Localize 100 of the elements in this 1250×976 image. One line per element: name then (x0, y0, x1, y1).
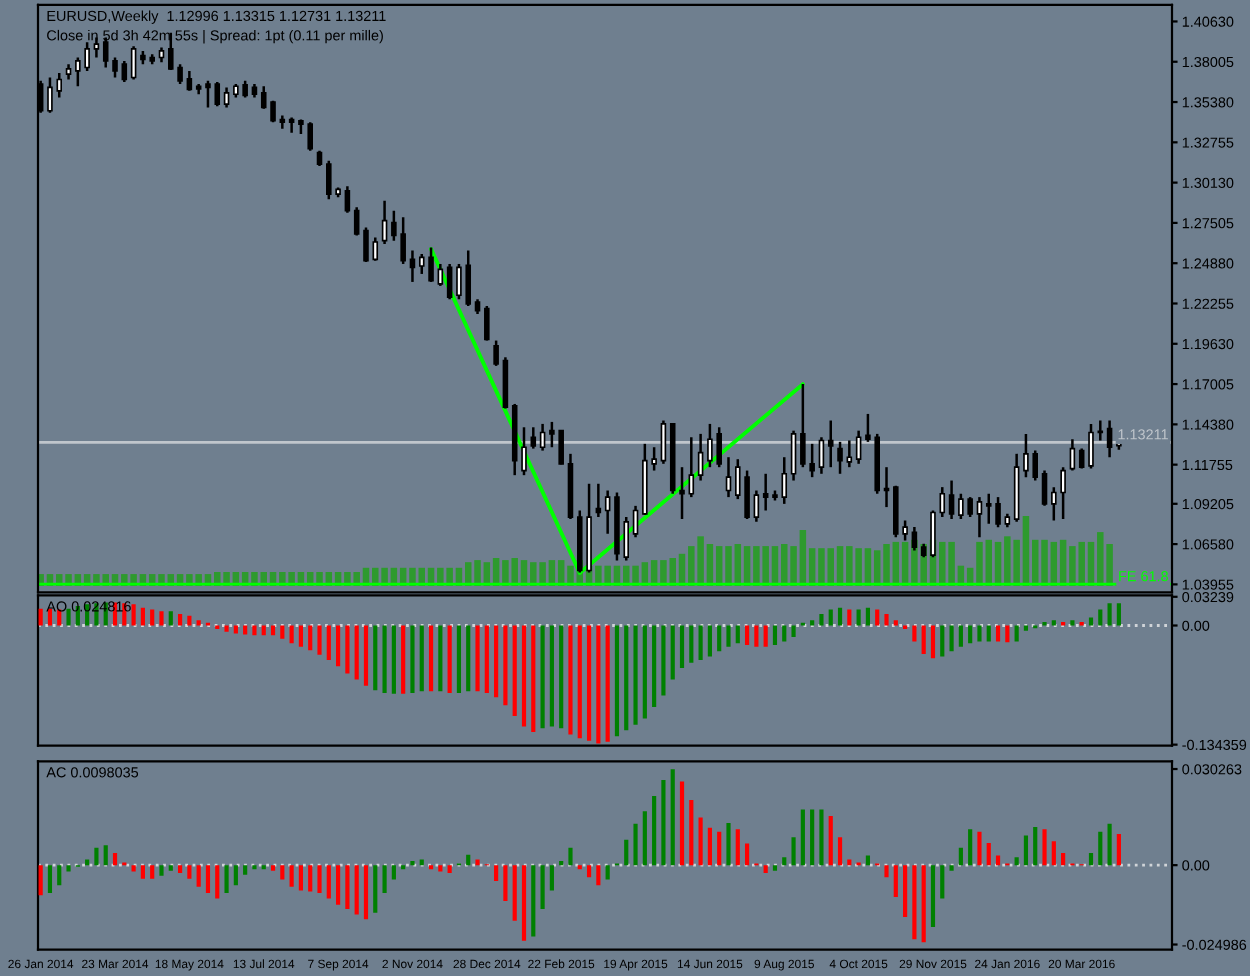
bar (363, 625, 369, 686)
candlestick (493, 339, 499, 368)
bar (577, 625, 582, 739)
bar (140, 865, 145, 879)
bar (744, 625, 750, 646)
bar (336, 865, 341, 905)
bar (270, 865, 276, 871)
bar (800, 809, 805, 866)
bar (66, 608, 71, 626)
bar (131, 865, 136, 872)
bar (717, 831, 722, 866)
bar (940, 625, 945, 657)
bar (949, 865, 954, 871)
bar (1023, 835, 1029, 866)
bar (1088, 617, 1094, 626)
candlestick (660, 419, 667, 466)
bar (633, 625, 638, 725)
bar (624, 625, 629, 731)
bar (772, 625, 778, 646)
bar (605, 625, 610, 742)
candlestick (688, 436, 695, 499)
bar (401, 625, 406, 694)
bar (1107, 823, 1112, 866)
bar (921, 625, 926, 654)
bar (280, 865, 285, 880)
bar (856, 609, 861, 626)
bar (503, 865, 508, 902)
bar (289, 625, 294, 644)
bar (317, 625, 322, 655)
bar (373, 625, 378, 691)
bar (549, 625, 554, 727)
bar (326, 865, 331, 899)
bar (521, 865, 527, 941)
bar (177, 865, 183, 874)
bar (1116, 603, 1121, 626)
bar (921, 865, 926, 943)
bar (456, 625, 462, 693)
candlestick (790, 429, 797, 482)
bar (336, 625, 341, 667)
bar (1033, 827, 1038, 866)
bar (642, 811, 647, 866)
candlestick (502, 356, 509, 410)
bar (1061, 853, 1066, 866)
candlestick (725, 455, 732, 499)
bar (354, 625, 359, 680)
bar (1014, 857, 1019, 866)
bar (586, 625, 592, 741)
bar (159, 611, 164, 626)
bar (298, 625, 304, 647)
bar (698, 625, 703, 661)
bar (958, 625, 963, 647)
candlestick (186, 69, 193, 93)
candlestick (530, 426, 537, 450)
bar (447, 865, 452, 874)
bar (754, 625, 759, 647)
bar (187, 615, 192, 626)
bar (512, 865, 517, 921)
bar (159, 865, 164, 876)
bar (670, 625, 675, 680)
bar (661, 625, 666, 696)
candlestick (1078, 447, 1085, 470)
bar (531, 625, 536, 732)
candlestick (437, 262, 444, 288)
bar (568, 625, 573, 735)
bar (1051, 841, 1056, 866)
candlestick (632, 504, 639, 539)
bar (540, 865, 545, 909)
bar (363, 865, 369, 920)
bar (549, 865, 554, 891)
bar (865, 607, 871, 626)
bar (689, 800, 694, 866)
bar (168, 865, 173, 871)
bar (903, 865, 908, 917)
bar (112, 853, 118, 866)
bar (707, 625, 712, 657)
bar (893, 620, 898, 626)
bar (819, 613, 824, 626)
candlestick (1097, 419, 1104, 442)
bar (744, 843, 750, 866)
bar (1042, 829, 1047, 866)
bar (196, 620, 201, 626)
bar (698, 817, 703, 866)
bar (995, 625, 1001, 642)
bar (345, 865, 350, 909)
bar (782, 857, 787, 866)
bar (828, 609, 833, 626)
bar (1070, 620, 1075, 626)
bar (298, 865, 304, 891)
bar (243, 865, 248, 875)
bar (586, 865, 592, 878)
candlestick (521, 426, 527, 477)
candlestick (223, 86, 230, 109)
bar (791, 837, 796, 866)
bar (968, 625, 973, 644)
bar (772, 865, 778, 871)
bar (1023, 625, 1029, 631)
bar (521, 625, 527, 727)
bar (280, 625, 285, 639)
bar (930, 865, 936, 928)
bar (605, 865, 610, 880)
